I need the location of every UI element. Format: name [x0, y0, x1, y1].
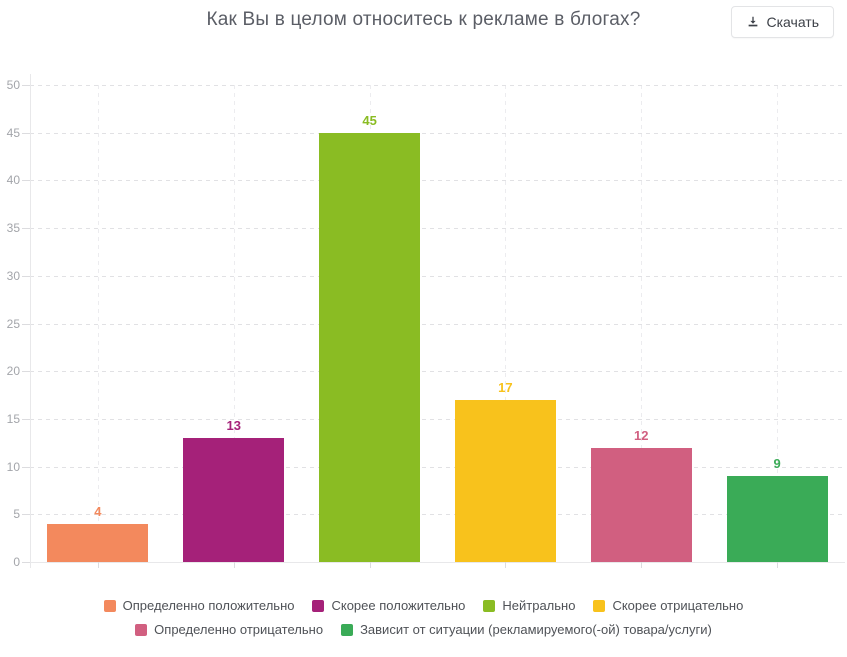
- y-axis-label: 0: [13, 555, 20, 569]
- horizontal-gridline: [30, 132, 845, 134]
- legend-swatch-icon: [483, 599, 496, 612]
- chart-bar[interactable]: [454, 399, 556, 562]
- y-axis-label: 45: [6, 125, 20, 140]
- legend-swatch-icon: [312, 599, 325, 612]
- bar-value-label: 12: [634, 427, 649, 443]
- horizontal-gridline: [30, 514, 845, 516]
- y-axis-tick: [22, 275, 30, 277]
- y-axis-line: [30, 74, 31, 568]
- y-axis-label: 5: [13, 507, 20, 522]
- horizontal-gridline: [30, 228, 845, 230]
- legend-label: Зависит от ситуации (рекламируемого(-ой)…: [360, 622, 712, 637]
- x-axis-tick: [641, 562, 643, 568]
- chart-bar[interactable]: [319, 132, 421, 562]
- download-icon: [746, 15, 760, 29]
- y-axis-label: 30: [6, 268, 20, 283]
- bar-value-label: 9: [773, 456, 781, 472]
- bar-value-label: 17: [498, 379, 513, 395]
- horizontal-gridline: [30, 466, 845, 468]
- legend-item[interactable]: Определенно отрицательно: [135, 622, 323, 637]
- chart-title: Как Вы в целом относитесь к рекламе в бл…: [206, 9, 641, 30]
- legend-label: Определенно положительно: [122, 598, 295, 613]
- y-axis-label: 50: [6, 78, 20, 92]
- download-button[interactable]: Скачать: [730, 6, 834, 38]
- x-axis-tick: [369, 562, 371, 568]
- chart-bar[interactable]: [47, 523, 149, 562]
- y-axis-tick: [22, 132, 30, 134]
- horizontal-gridline: [30, 418, 845, 420]
- y-axis-tick: [22, 562, 30, 563]
- y-axis-tick: [22, 85, 30, 86]
- legend-row: Определенно положительно Скорее положител…: [103, 598, 743, 613]
- x-axis-tick: [97, 562, 99, 568]
- y-axis-tick: [22, 418, 30, 420]
- x-axis-tick: [233, 562, 235, 568]
- y-axis-tick: [22, 466, 30, 468]
- y-axis-tick: [22, 180, 30, 182]
- x-axis-tick: [505, 562, 507, 568]
- legend-swatch-icon: [135, 623, 148, 636]
- legend-item[interactable]: Скорее отрицательно: [593, 598, 743, 613]
- legend-swatch-icon: [103, 599, 116, 612]
- horizontal-gridline: [30, 371, 845, 373]
- bar-value-label: 45: [362, 112, 377, 128]
- bar-value-label: 13: [226, 417, 241, 433]
- y-axis-tick: [22, 514, 30, 516]
- legend-row: Определенно отрицательно Зависит от ситуа…: [135, 622, 712, 637]
- y-axis-label: 25: [6, 316, 20, 331]
- download-button-label: Скачать: [766, 14, 820, 30]
- y-axis-label: 35: [6, 221, 20, 236]
- y-axis-label: 15: [6, 411, 20, 426]
- x-axis-line: [30, 562, 845, 563]
- legend-label: Скорее положительно: [331, 598, 466, 613]
- legend-label: Определенно отрицательно: [154, 622, 324, 637]
- legend-swatch-icon: [341, 623, 354, 636]
- y-axis-label: 20: [6, 364, 20, 379]
- y-axis-label: 40: [6, 173, 20, 188]
- chart-bar[interactable]: [183, 437, 285, 562]
- legend-item[interactable]: Определенно положительно: [103, 598, 295, 613]
- legend-item[interactable]: Нейтрально: [483, 598, 575, 613]
- legend-label: Скорее отрицательно: [612, 598, 744, 613]
- chart-bar[interactable]: [590, 447, 692, 562]
- horizontal-gridline: [30, 275, 845, 277]
- x-axis-tick: [777, 562, 779, 568]
- horizontal-gridline: [30, 180, 845, 182]
- legend-swatch-icon: [593, 599, 606, 612]
- horizontal-gridline: [30, 323, 845, 325]
- horizontal-gridline: [30, 85, 845, 86]
- chart-bar[interactable]: [726, 476, 828, 562]
- y-axis-tick: [22, 228, 30, 230]
- y-axis-tick: [22, 323, 30, 325]
- legend-item[interactable]: Зависит от ситуации (рекламируемого(-ой)…: [341, 622, 712, 637]
- bar-value-label: 4: [94, 503, 102, 519]
- legend-label: Нейтрально: [502, 598, 576, 613]
- y-axis-tick: [22, 371, 30, 373]
- chart-legend: Определенно положительно Скорее положител…: [0, 598, 847, 637]
- legend-item[interactable]: Скорее положительно: [312, 598, 465, 613]
- y-axis-label: 10: [6, 459, 20, 474]
